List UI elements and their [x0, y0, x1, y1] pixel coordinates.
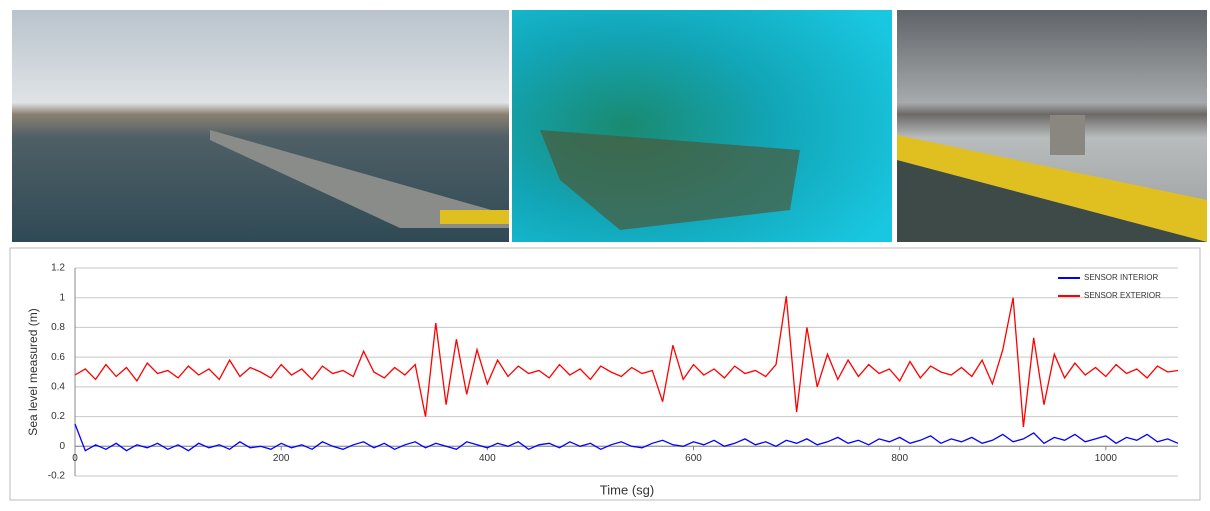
- x-axis-label: Time (sg): [600, 482, 654, 497]
- y-axis-label: Sea level measured (m): [26, 308, 40, 435]
- x-tick-label: 400: [479, 453, 496, 464]
- photo-box: [1050, 115, 1085, 155]
- x-tick-label: 600: [685, 453, 702, 464]
- y-tick-label: 1.2: [51, 263, 65, 274]
- y-tick-label: 0.2: [51, 411, 65, 422]
- x-tick-label: 800: [891, 453, 908, 464]
- x-tick-label: 200: [273, 453, 290, 464]
- x-tick-label: 1000: [1095, 453, 1118, 464]
- photo-stripes: [440, 210, 509, 224]
- legend-label: SENSOR EXTERIOR: [1084, 291, 1161, 300]
- y-tick-label: 0.4: [51, 381, 65, 392]
- chart-panel: [10, 248, 1200, 500]
- figure: Time (sg) Sea level measured (m) -0.2 0 0.…: [0, 0, 1210, 506]
- y-tick-label: -0.2: [48, 471, 66, 482]
- x-tick-label: 0: [72, 453, 78, 464]
- y-tick-label: 0.8: [51, 322, 65, 333]
- y-tick-label: 0.6: [51, 352, 65, 363]
- y-tick-label: 0: [59, 441, 65, 452]
- legend-label: SENSOR INTERIOR: [1084, 273, 1158, 282]
- y-tick-label: 1: [59, 292, 65, 303]
- photos: [12, 10, 1207, 242]
